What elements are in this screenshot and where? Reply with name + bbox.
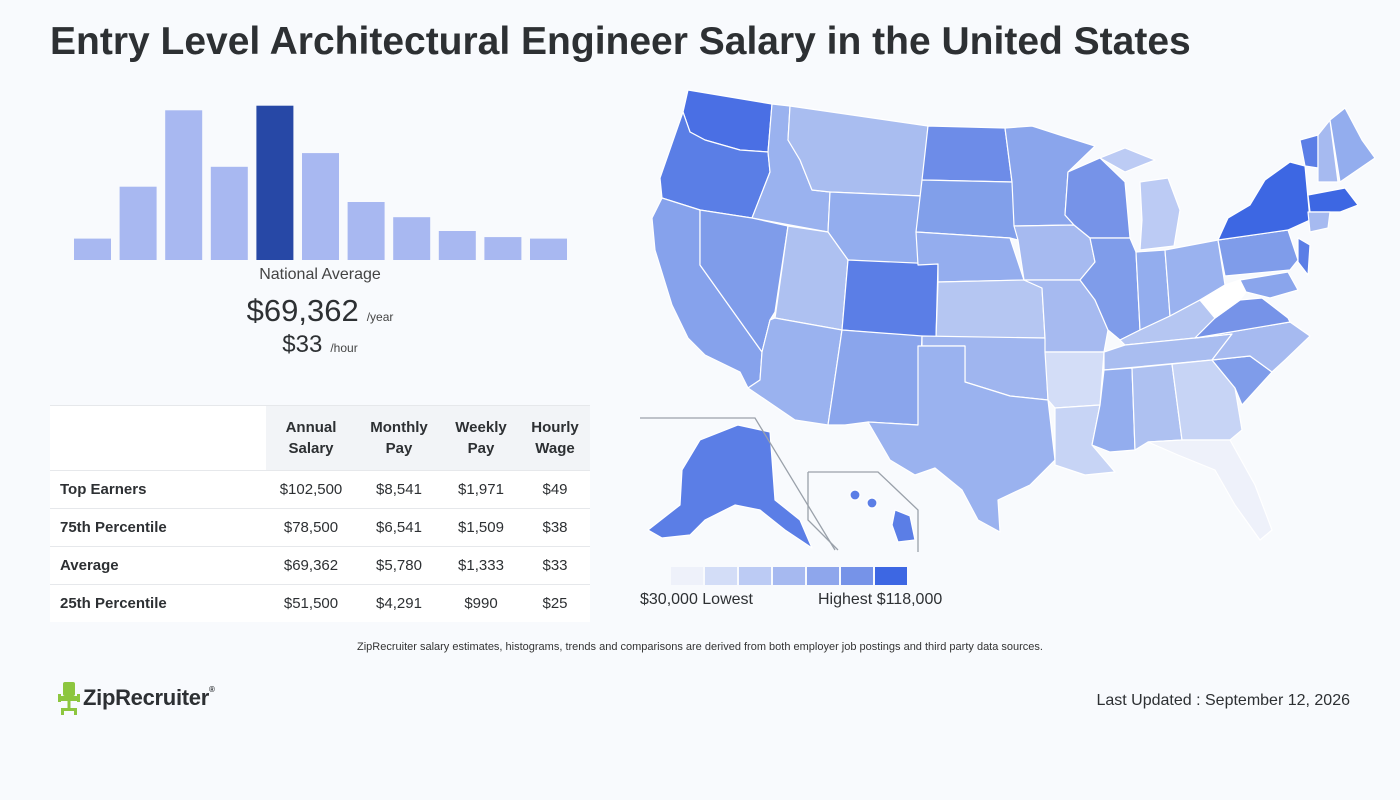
table-cell: $5,780 bbox=[356, 546, 442, 585]
us-salary-map bbox=[640, 89, 1376, 552]
histogram-bar bbox=[256, 105, 294, 260]
row-label: 25th Percentile bbox=[50, 584, 266, 622]
legend-lowest-label: $30,000 Lowest bbox=[640, 591, 753, 608]
legend-swatch bbox=[773, 567, 805, 585]
table-cell: $4,291 bbox=[356, 584, 442, 622]
state-vermont[interactable] bbox=[1299, 134, 1319, 169]
table-cell: $990 bbox=[442, 584, 520, 622]
state-montana[interactable] bbox=[787, 105, 929, 197]
national-average-label: National Average bbox=[259, 266, 381, 283]
table-cell: $1,971 bbox=[442, 470, 520, 509]
table-header-monthly: Monthly Pay bbox=[356, 405, 442, 471]
table-cell: $25 bbox=[520, 584, 590, 622]
table-header-hourly: Hourly Wage bbox=[520, 405, 590, 471]
state-massachusetts[interactable] bbox=[1307, 187, 1359, 213]
ziprecruiter-logo[interactable]: ZipRecruiter® bbox=[58, 682, 258, 718]
state-texas[interactable] bbox=[867, 345, 1056, 533]
disclaimer-text: ZipRecruiter salary estimates, histogram… bbox=[357, 641, 1043, 653]
table-cell: $78,500 bbox=[266, 508, 356, 547]
hourly-wage-summary: $33/hour bbox=[50, 331, 590, 359]
table-cell: $33 bbox=[520, 546, 590, 585]
table-cell: $102,500 bbox=[266, 470, 356, 509]
state-new-hampshire[interactable] bbox=[1317, 119, 1339, 183]
table-header-weekly: Weekly Pay bbox=[442, 405, 520, 471]
state-hawaii-island[interactable] bbox=[866, 497, 878, 509]
table-cell: $8,541 bbox=[356, 470, 442, 509]
histogram-bar bbox=[302, 153, 339, 260]
table-cell: $49 bbox=[520, 470, 590, 509]
legend-swatch bbox=[671, 567, 703, 585]
table-cell: $6,541 bbox=[356, 508, 442, 547]
state-hawaii-island[interactable] bbox=[849, 489, 861, 501]
hourly-unit: /hour bbox=[330, 341, 358, 355]
histogram-bar bbox=[393, 217, 431, 260]
legend-highest-label: Highest $118,000 bbox=[818, 591, 943, 608]
legend-swatch bbox=[875, 567, 907, 585]
chair-logo-icon bbox=[58, 682, 80, 715]
histogram-bar bbox=[438, 231, 476, 260]
legend-swatch bbox=[841, 567, 873, 585]
histogram-bar bbox=[347, 202, 385, 260]
page-title: Entry Level Architectural Engineer Salar… bbox=[50, 20, 1191, 63]
state-michigan-upper[interactable] bbox=[1099, 147, 1156, 173]
state-hawaii[interactable] bbox=[891, 509, 916, 543]
state-north-carolina[interactable] bbox=[1194, 321, 1311, 373]
state-nevada[interactable] bbox=[699, 209, 789, 353]
salary-histogram bbox=[74, 105, 567, 260]
row-label: Average bbox=[50, 546, 266, 585]
legend-swatch bbox=[739, 567, 771, 585]
state-arkansas[interactable] bbox=[1044, 351, 1105, 409]
state-maryland[interactable] bbox=[1239, 271, 1299, 299]
annual-salary-value: $69,362 bbox=[246, 293, 359, 328]
histogram-bar bbox=[530, 238, 567, 260]
histogram-bar bbox=[210, 166, 248, 260]
table-row: 25th Percentile $51,500 $4,291 $990 $25 bbox=[50, 584, 590, 622]
table-cell: $38 bbox=[520, 508, 590, 547]
state-connecticut[interactable] bbox=[1307, 211, 1331, 233]
state-michigan[interactable] bbox=[1139, 177, 1181, 251]
histogram-bar bbox=[484, 237, 522, 260]
state-new-york[interactable] bbox=[1217, 161, 1311, 241]
annual-salary-summary: $69,362/year bbox=[50, 293, 590, 329]
state-illinois[interactable] bbox=[1079, 237, 1141, 341]
state-new-mexico[interactable] bbox=[827, 329, 923, 426]
table-cell: $1,333 bbox=[442, 546, 520, 585]
table-cell: $1,509 bbox=[442, 508, 520, 547]
annual-unit: /year bbox=[366, 310, 394, 324]
table-header-annual: Annual Salary bbox=[266, 405, 356, 471]
table-header-row: Annual Salary Monthly Pay Weekly Pay Hourly… bbox=[50, 405, 590, 471]
map-color-legend bbox=[671, 567, 907, 585]
last-updated: Last Updated : September 12, 2026 bbox=[1096, 692, 1350, 709]
hourly-wage-value: $33 bbox=[282, 331, 323, 358]
table-cell: $51,500 bbox=[266, 584, 356, 622]
table-cell: $69,362 bbox=[266, 546, 356, 585]
table-row: 75th Percentile $78,500 $6,541 $1,509 $3… bbox=[50, 508, 590, 547]
legend-swatch bbox=[807, 567, 839, 585]
legend-swatch bbox=[705, 567, 737, 585]
histogram-bar bbox=[74, 238, 111, 260]
table-header-corner bbox=[50, 405, 266, 471]
state-north-dakota[interactable] bbox=[921, 125, 1013, 183]
state-florida[interactable] bbox=[1147, 439, 1273, 541]
state-iowa[interactable] bbox=[1013, 224, 1096, 281]
state-alaska[interactable] bbox=[647, 424, 813, 549]
state-maine[interactable] bbox=[1329, 107, 1376, 183]
table-row: Average $69,362 $5,780 $1,333 $33 bbox=[50, 546, 590, 585]
salary-table: Annual Salary Monthly Pay Weekly Pay Hourly… bbox=[50, 405, 590, 622]
logo-wordmark: ZipRecruiter® bbox=[83, 685, 215, 710]
histogram-bar bbox=[165, 110, 203, 260]
row-label: 75th Percentile bbox=[50, 508, 266, 547]
histogram-bar bbox=[119, 186, 157, 260]
table-row: Top Earners $102,500 $8,541 $1,971 $49 bbox=[50, 470, 590, 509]
state-colorado[interactable] bbox=[841, 259, 939, 339]
state-kansas[interactable] bbox=[935, 279, 1046, 339]
state-new-jersey[interactable] bbox=[1297, 237, 1311, 276]
hawaii-inset-border bbox=[807, 471, 919, 552]
row-label: Top Earners bbox=[50, 470, 266, 509]
state-south-dakota[interactable] bbox=[915, 179, 1019, 241]
